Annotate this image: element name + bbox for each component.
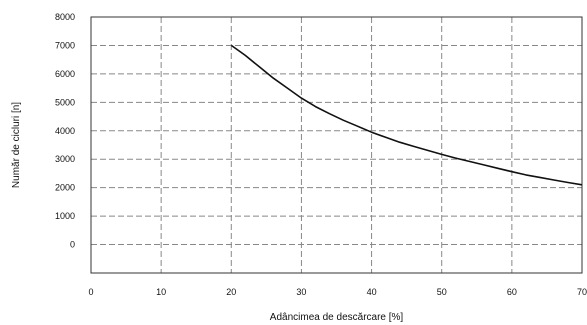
y-tick-label: 4000: [55, 126, 75, 136]
x-axis-ticks: 0 10 20 30 40 50 60 70: [88, 287, 587, 297]
y-axis-title: Număr de cicluri [n]: [11, 102, 22, 188]
x-tick-label: 30: [296, 287, 306, 297]
y-tick-label: 0: [70, 240, 75, 250]
x-tick-label: 40: [367, 287, 377, 297]
y-tick-label: 2000: [55, 183, 75, 193]
x-tick-label: 60: [507, 287, 517, 297]
y-axis-ticks: 8000 7000 6000 5000 4000 3000 2000 1000 0: [55, 12, 75, 250]
y-tick-label: 5000: [55, 97, 75, 107]
x-tick-label: 10: [156, 287, 166, 297]
y-tick-label: 6000: [55, 69, 75, 79]
x-tick-label: 50: [437, 287, 447, 297]
series-line: [230, 44, 583, 186]
y-tick-label: 8000: [55, 12, 75, 22]
x-tick-label: 0: [88, 287, 93, 297]
plot-frame: [90, 16, 583, 274]
x-axis-title: Adâncimea de descărcare [%]: [270, 312, 404, 323]
x-tick-label: 20: [226, 287, 236, 297]
y-tick-label: 1000: [55, 211, 75, 221]
y-tick-label: 7000: [55, 40, 75, 50]
series-layer: [230, 44, 583, 186]
x-tick-label: 70: [577, 287, 587, 297]
y-tick-label: 3000: [55, 154, 75, 164]
grid: [91, 17, 582, 273]
